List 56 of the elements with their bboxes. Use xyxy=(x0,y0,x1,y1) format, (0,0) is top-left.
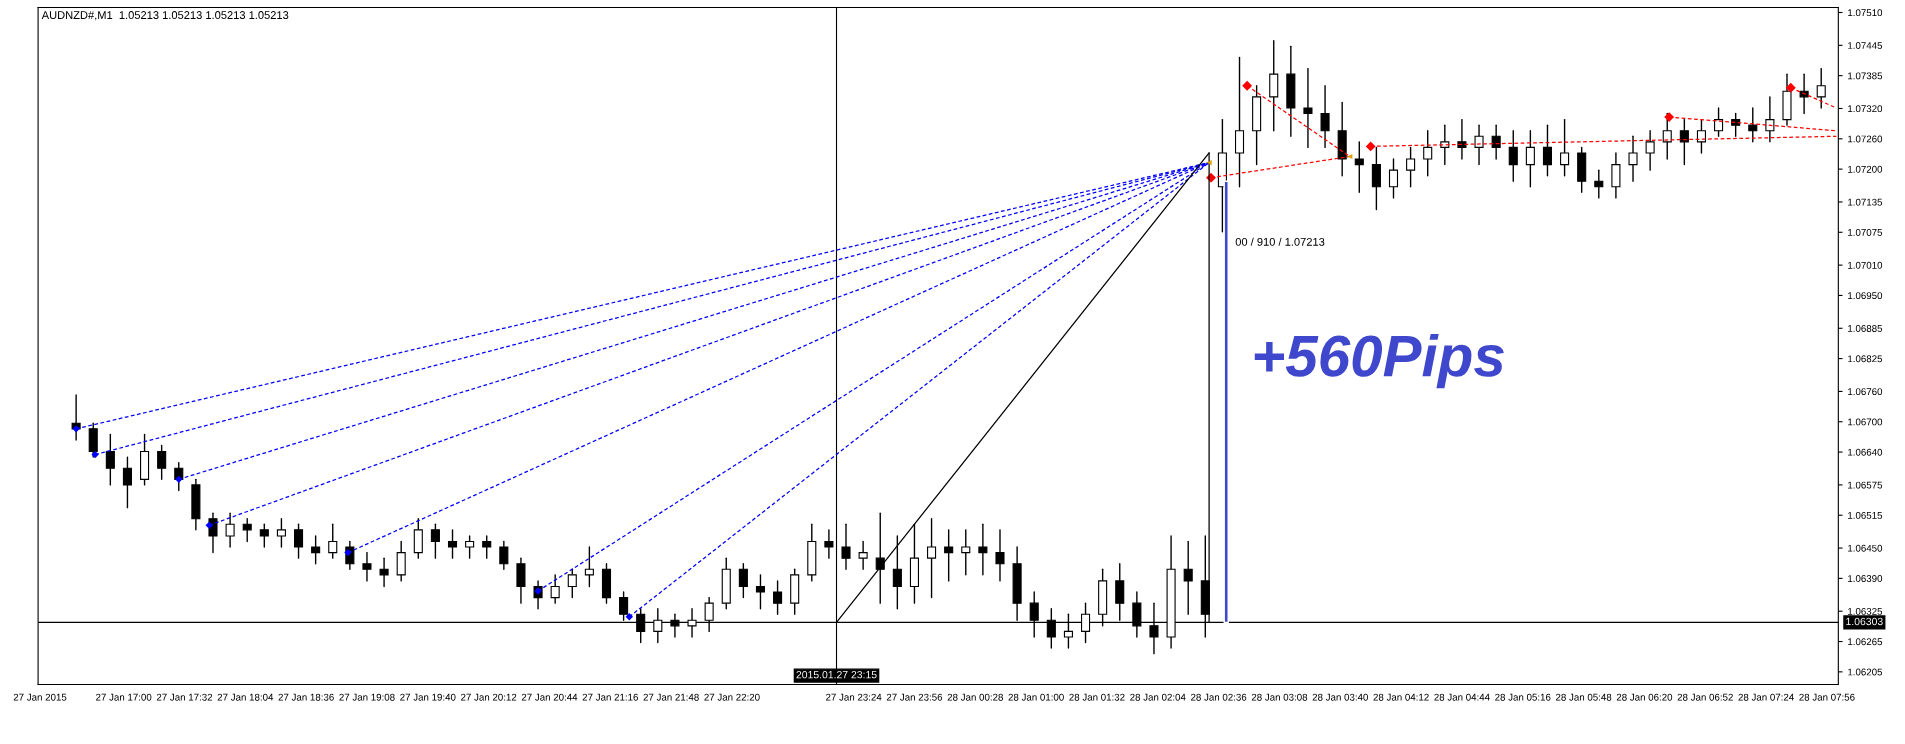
x-tick-label: 28 Jan 03:40 xyxy=(1312,693,1368,701)
x-tick-label: 27 Jan 19:40 xyxy=(400,693,456,701)
y-tick-label: 1.06390 xyxy=(1848,575,1883,582)
x-tick-label: 27 Jan 19:08 xyxy=(339,693,395,701)
y-tick-label: 1.06265 xyxy=(1848,638,1883,646)
x-tick-label: 27 Jan 20:12 xyxy=(461,693,517,701)
x-tick-label: 28 Jan 02:36 xyxy=(1190,693,1247,701)
ref-line-label: 1.06303 xyxy=(1846,617,1883,626)
y-tick-label: 1.06640 xyxy=(1848,448,1883,456)
chart-title: AUDNZD#,M1 1.05213 1.05213 1.05213 1.05213 xyxy=(41,11,289,21)
y-tick-label: 1.07385 xyxy=(1848,72,1883,80)
x-tick-label: 27 Jan 23:24 xyxy=(826,693,882,701)
y-tick-label: 1.06325 xyxy=(1848,607,1883,615)
x-tick-label: 28 Jan 07:56 xyxy=(1799,693,1855,701)
x-tick-label: 27 Jan 2015 xyxy=(13,693,67,701)
annotation: +560Pips xyxy=(1254,333,1504,389)
y-tick-label: 1.06825 xyxy=(1848,355,1883,363)
x-tick-label: 27 Jan 18:36 xyxy=(278,693,334,701)
y-tick-label: 1.06950 xyxy=(1848,292,1883,300)
y-tick-label: 1.07200 xyxy=(1848,165,1883,173)
x-tick-label: 27 Jan 21:48 xyxy=(643,693,699,701)
x-tick-label: 28 Jan 06:20 xyxy=(1616,693,1673,701)
y-tick-label: 1.07260 xyxy=(1848,135,1883,143)
y-tick-label: 1.07510 xyxy=(1848,9,1883,17)
x-tick-label: 27 Jan 22:20 xyxy=(704,693,760,701)
ref-line-label: 2015.01.27 23:15 xyxy=(796,670,877,679)
y-tick-label: 1.07010 xyxy=(1848,261,1883,269)
y-tick-label: 1.07445 xyxy=(1848,42,1883,49)
y-tick-label: 1.07135 xyxy=(1848,198,1883,206)
x-tick-label: 28 Jan 04:44 xyxy=(1434,693,1490,701)
x-tick-label: 28 Jan 00:28 xyxy=(947,693,1003,701)
x-tick-label: 27 Jan 18:04 xyxy=(217,693,274,701)
x-tick-label: 28 Jan 01:00 xyxy=(1008,693,1064,701)
y-tick-label: 1.06760 xyxy=(1848,388,1883,396)
y-tick-label: 1.07320 xyxy=(1848,105,1883,113)
x-tick-label: 27 Jan 17:32 xyxy=(156,693,213,701)
x-tick-label: 28 Jan 04:12 xyxy=(1373,693,1429,701)
x-tick-label: 28 Jan 03:08 xyxy=(1251,693,1308,701)
x-tick-label: 27 Jan 23:56 xyxy=(886,693,943,701)
x-tick-label: 28 Jan 05:48 xyxy=(1555,693,1612,701)
y-tick-label: 1.06515 xyxy=(1848,511,1883,519)
y-tick-label: 1.06205 xyxy=(1848,668,1883,676)
y-tick-label: 1.06575 xyxy=(1848,481,1883,489)
y-tick-label: 1.06700 xyxy=(1848,418,1883,426)
y-tick-label: 1.06450 xyxy=(1848,544,1883,552)
x-tick-label: 27 Jan 17:00 xyxy=(96,693,152,701)
x-tick-label: 28 Jan 01:32 xyxy=(1069,693,1125,701)
x-tick-label: 28 Jan 02:04 xyxy=(1130,693,1186,701)
y-tick-label: 1.06885 xyxy=(1848,325,1883,332)
x-tick-label: 27 Jan 20:44 xyxy=(521,693,578,701)
x-tick-label: 28 Jan 06:52 xyxy=(1677,693,1733,701)
x-tick-label: 27 Jan 21:16 xyxy=(582,693,638,701)
y-tick-label: 1.07075 xyxy=(1848,229,1883,236)
x-tick-label: 28 Jan 07:24 xyxy=(1738,693,1794,701)
annotation: 00 / 910 / 1.07213 xyxy=(1235,237,1325,246)
x-tick-label: 28 Jan 05:16 xyxy=(1495,693,1551,701)
